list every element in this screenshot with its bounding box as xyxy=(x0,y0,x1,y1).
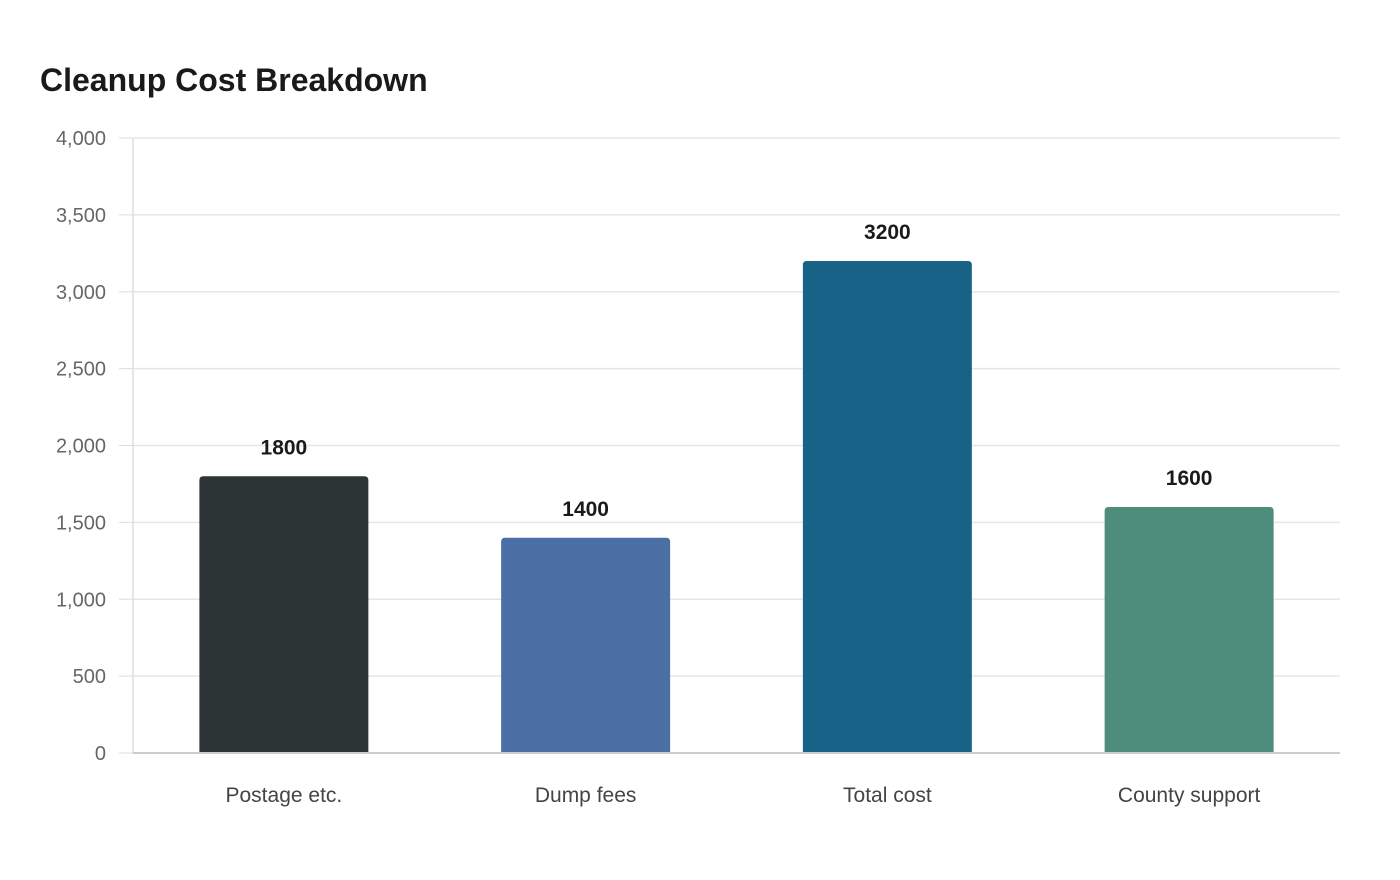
bar-value-label: 3200 xyxy=(864,221,911,244)
bar-value-label: 1600 xyxy=(1166,467,1213,490)
bar xyxy=(802,261,972,753)
y-tick-label: 1,000 xyxy=(56,589,106,611)
x-tick-label: Postage etc. xyxy=(226,784,343,807)
bar-value-label: 1400 xyxy=(562,498,609,521)
x-axis-labels: Postage etc. Dump fees Total cost County su… xyxy=(226,784,1261,807)
bar xyxy=(199,476,369,753)
axes xyxy=(132,138,1340,754)
chart-title: Cleanup Cost Breakdown xyxy=(40,62,428,98)
bar xyxy=(1104,507,1274,753)
x-tick-label: Dump fees xyxy=(535,784,637,807)
value-labels: 1800 1400 3200 1600 xyxy=(261,221,1213,521)
x-tick-label: County support xyxy=(1118,784,1261,807)
y-tick-label: 1,500 xyxy=(56,512,106,534)
bar-value-label: 1800 xyxy=(261,436,308,459)
y-axis-ticks: 0 500 1,000 1,500 2,000 2,500 3,000 3,500 4,000 xyxy=(56,128,133,765)
x-tick-label: Total cost xyxy=(843,784,932,807)
y-tick-label: 2,000 xyxy=(56,436,106,458)
y-tick-label: 4,000 xyxy=(56,128,106,150)
y-tick-label: 3,500 xyxy=(56,205,106,227)
y-tick-label: 500 xyxy=(73,666,106,688)
bars xyxy=(199,261,1274,753)
y-tick-label: 0 xyxy=(95,743,106,765)
y-tick-label: 2,500 xyxy=(56,359,106,381)
y-tick-label: 3,000 xyxy=(56,282,106,304)
bar xyxy=(501,537,671,753)
